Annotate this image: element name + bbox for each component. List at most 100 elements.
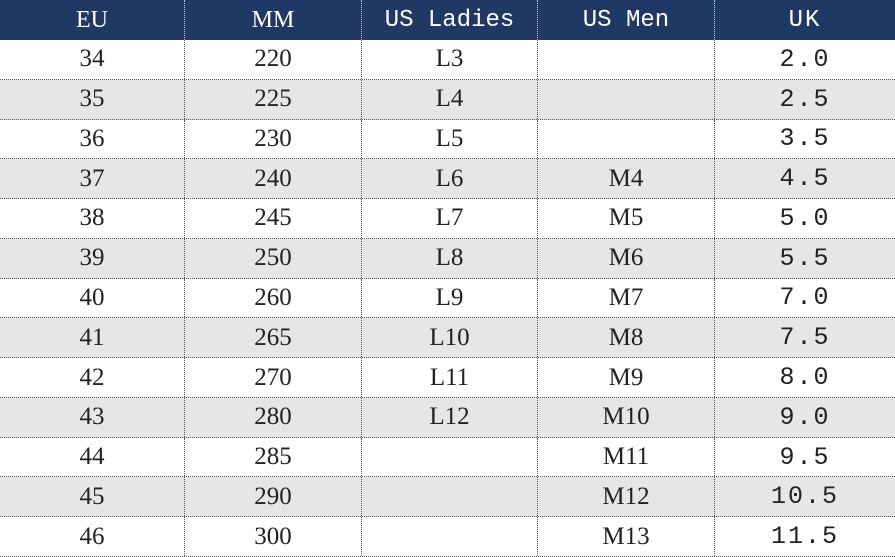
cell-text: 38	[79, 204, 105, 232]
cell-text: 11.5	[770, 522, 839, 552]
table-cell: L9	[362, 278, 538, 318]
table-cell: M12	[538, 477, 715, 517]
cell-text: L10	[429, 323, 470, 351]
cell-text: M11	[602, 443, 650, 471]
table-cell: 7.5	[715, 318, 895, 357]
cell-text: 290	[254, 482, 292, 510]
cell-text: 3.5	[779, 124, 831, 154]
cell-text: 230	[254, 124, 292, 152]
table-cell: 220	[185, 40, 362, 79]
cell-text: 10.5	[770, 482, 839, 512]
cell-text: L7	[435, 204, 464, 232]
table-cell: 10.5	[715, 477, 895, 516]
cell-text: M4	[608, 164, 644, 192]
cell-text: 37	[79, 164, 105, 192]
cell-text: 39	[79, 244, 105, 272]
table-cell: M4	[538, 159, 715, 199]
table-cell: 250	[185, 238, 362, 278]
cell-text: 7.0	[779, 283, 831, 313]
table-cell: 4.5	[715, 159, 895, 198]
table-cell: 5.5	[715, 239, 895, 278]
cell-text: 9.5	[779, 442, 831, 472]
header-cell: US Ladies	[362, 0, 538, 40]
table-cell: 285	[185, 437, 362, 477]
table-cell	[538, 119, 715, 159]
table-cell: 245	[185, 199, 362, 238]
table-cell: 36	[0, 119, 185, 159]
cell-text: 40	[79, 283, 105, 311]
cell-text: 220	[254, 45, 292, 73]
cell-text: 280	[254, 403, 292, 431]
table-cell: 38	[0, 199, 185, 238]
table-cell: 8.0	[715, 358, 895, 397]
header-text: US Ladies	[384, 6, 515, 34]
header-cell: UK	[715, 0, 895, 40]
table-row: 36 230 L5 3.5	[0, 119, 895, 160]
table-row: 37 240 L6 M4 4.5	[0, 159, 895, 200]
cell-text: M13	[602, 522, 650, 550]
table-cell: 230	[185, 119, 362, 159]
cell-text: L4	[435, 85, 464, 113]
header-text: MM	[251, 6, 295, 33]
table-cell: L7	[362, 199, 538, 238]
cell-text: 44	[79, 443, 105, 471]
cell-text: 260	[254, 283, 292, 311]
table-cell: 7.0	[715, 279, 895, 318]
cell-text: L12	[429, 403, 470, 431]
cell-text: 2.5	[779, 84, 831, 114]
cell-text: 2.0	[779, 44, 831, 74]
cell-text: 300	[254, 522, 292, 550]
header-text: EU	[76, 6, 108, 33]
table-cell: M5	[538, 199, 715, 238]
table-cell: L11	[362, 358, 538, 397]
cell-text: M12	[602, 482, 650, 510]
table-cell: M10	[538, 397, 715, 437]
header-text: UK	[788, 6, 822, 34]
cell-text: M8	[608, 323, 644, 351]
cell-text: 8.0	[779, 363, 831, 392]
table-cell: 46	[0, 517, 185, 556]
table-cell	[538, 79, 715, 119]
cell-text: 245	[254, 204, 292, 232]
table-row: 44 285 M11 9.5	[0, 437, 895, 478]
table-row: 40 260 L9 M7 7.0	[0, 278, 895, 319]
table-cell: M11	[538, 437, 715, 477]
table-cell: M9	[538, 358, 715, 397]
cell-text: M7	[608, 283, 644, 311]
table-cell	[362, 477, 538, 517]
table-cell: 35	[0, 79, 185, 119]
table-cell: 2.0	[715, 40, 895, 79]
table-row: 42 270 L11 M9 8.0	[0, 358, 895, 398]
table-cell: L4	[362, 79, 538, 119]
table-cell: L5	[362, 119, 538, 159]
table-row: 39 250 L8 M6 5.5	[0, 238, 895, 279]
table-cell: 3.5	[715, 120, 895, 159]
cell-text: 9.0	[779, 402, 831, 432]
table-cell: M13	[538, 517, 715, 556]
cell-text: 35	[79, 85, 105, 113]
table-cell: 9.5	[715, 438, 895, 477]
cell-text: 7.5	[779, 323, 831, 353]
cell-text: L6	[435, 164, 464, 192]
table-cell: 9.0	[715, 398, 895, 437]
cell-text: 5.0	[779, 203, 831, 233]
cell-text: 42	[79, 363, 105, 391]
table-row: 45 290 M12 10.5	[0, 477, 895, 518]
cell-text: 225	[254, 85, 292, 113]
cell-text: L11	[429, 363, 470, 391]
header-cell: MM	[185, 0, 362, 40]
table-cell	[538, 40, 715, 79]
table-cell: M8	[538, 318, 715, 358]
header-row: EU MM US Ladies US Men UK	[0, 0, 895, 40]
table-cell: 37	[0, 159, 185, 199]
table-cell: 270	[185, 358, 362, 397]
cell-text: L3	[435, 45, 464, 73]
table-cell: 11.5	[715, 517, 895, 556]
table-cell: 34	[0, 40, 185, 79]
table-cell: 240	[185, 159, 362, 199]
cell-text: 41	[79, 323, 105, 351]
table-cell: 300	[185, 517, 362, 556]
cell-text: 265	[254, 323, 292, 351]
table-cell: L3	[362, 40, 538, 79]
table-cell	[362, 517, 538, 556]
